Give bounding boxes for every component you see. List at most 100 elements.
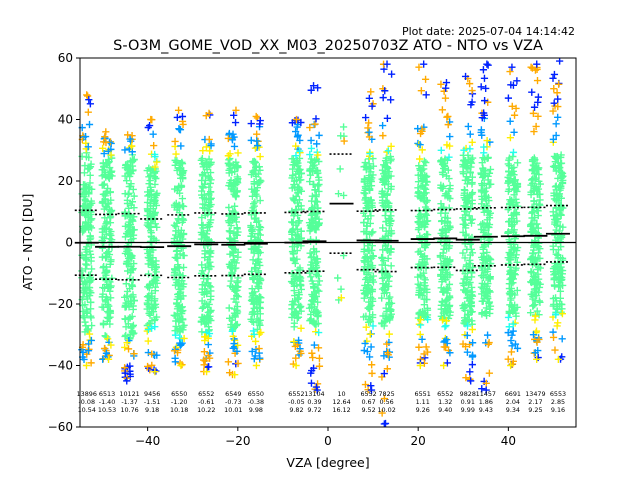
bin-stat-label: -0.08 (78, 398, 95, 406)
scatter-point (123, 229, 131, 238)
scatter-point (443, 308, 451, 316)
scatter-point (311, 186, 319, 194)
plot-date: Plot date: 2025-07-04 14:14:42 (402, 25, 575, 38)
scatter-point (151, 368, 159, 376)
scatter-point (381, 181, 389, 189)
scatter-point (104, 335, 112, 343)
scatter-point (83, 223, 91, 231)
scatter-point (107, 256, 115, 264)
scatter-point (295, 186, 303, 194)
scatter-point (506, 134, 515, 142)
scatter-point (464, 151, 472, 159)
scatter-point (292, 354, 300, 362)
scatter-point (129, 167, 137, 175)
scatter-point (207, 158, 215, 166)
scatter-point (536, 254, 544, 262)
bin-statistics: 13896-0.0810.546513-1.4010.5310121-1.371… (77, 390, 567, 414)
scatter-point (438, 298, 447, 306)
scatter-point (443, 113, 451, 121)
scatter-point (365, 353, 374, 361)
scatter-point (387, 208, 395, 216)
scatter-point (367, 343, 375, 351)
scatter-point (553, 304, 561, 312)
scatter-point (175, 164, 183, 172)
scatter-point (437, 146, 445, 154)
scatter-point (144, 337, 152, 345)
scatter-point (200, 361, 208, 369)
scatter-point (482, 84, 490, 93)
scatter-point (295, 234, 304, 242)
scatter-point (175, 125, 184, 134)
scatter-point (504, 187, 512, 195)
scatter-point (82, 183, 90, 191)
scatter-point (446, 349, 454, 357)
scatter-point (420, 350, 428, 358)
scatter-point (511, 176, 519, 184)
scatter-point (313, 307, 321, 315)
scatter-point (123, 377, 131, 385)
bin-stat-label: 13896 (77, 390, 97, 398)
scatter-point (529, 109, 537, 117)
scatter-point (486, 165, 495, 174)
scatter-point (151, 163, 159, 171)
scatter-point (180, 251, 188, 260)
scatter-point (380, 273, 388, 281)
scatter-point (305, 269, 314, 277)
scatter-point (535, 171, 543, 179)
scatter-point (368, 264, 376, 272)
scatter-point (102, 254, 110, 262)
scatter-point (507, 211, 516, 219)
scatter-point (224, 134, 232, 143)
scatter-point (385, 203, 393, 211)
scatter-point (513, 77, 521, 85)
scatter-point (312, 270, 321, 278)
scatter-point (230, 142, 239, 151)
scatter-point (482, 184, 491, 192)
scatter-point (363, 204, 371, 212)
scatter-point (84, 143, 92, 151)
scatter-point (361, 162, 369, 170)
scatter-point (308, 158, 317, 166)
scatter-point (438, 168, 447, 176)
scatter-point (479, 66, 488, 74)
scatter-point (105, 302, 113, 310)
scatter-point (256, 116, 264, 125)
y-tick-label: 0 (65, 236, 73, 250)
scatter-point (421, 181, 430, 189)
scatter-point (478, 309, 486, 317)
scatter-point (200, 204, 209, 212)
scatter-point (504, 94, 513, 102)
scatter-point (421, 75, 430, 83)
scatter-point (102, 224, 110, 232)
scatter-point (297, 202, 305, 210)
scatter-point (175, 318, 183, 326)
scatter-point (150, 211, 158, 220)
scatter-point (87, 234, 95, 242)
scatter-point (367, 293, 375, 302)
scatter-point (387, 245, 395, 253)
bin-stat-label: 6552 (288, 390, 304, 398)
scatter-point (87, 208, 95, 216)
scatter-point (177, 325, 185, 333)
scatter-point (198, 221, 206, 229)
scatter-point (383, 347, 391, 356)
scatter-point (307, 379, 316, 387)
scatter-point (555, 163, 563, 171)
scatter-point (232, 287, 240, 295)
scatter-point (83, 243, 91, 251)
scatter-point (416, 141, 424, 149)
scatter-point (86, 247, 94, 255)
scatter-point (288, 207, 296, 215)
scatter-point (381, 211, 389, 220)
scatter-point (253, 257, 262, 265)
scatter-point (248, 271, 256, 279)
scatter-point (482, 292, 490, 300)
scatter-point (558, 335, 566, 343)
scatter-point (121, 172, 129, 180)
scatter-point (152, 191, 160, 200)
scatter-point (124, 267, 132, 275)
scatter-point (480, 252, 488, 260)
scatter-point (290, 212, 298, 220)
scatter-point (226, 228, 234, 236)
scatter-point (533, 355, 541, 363)
